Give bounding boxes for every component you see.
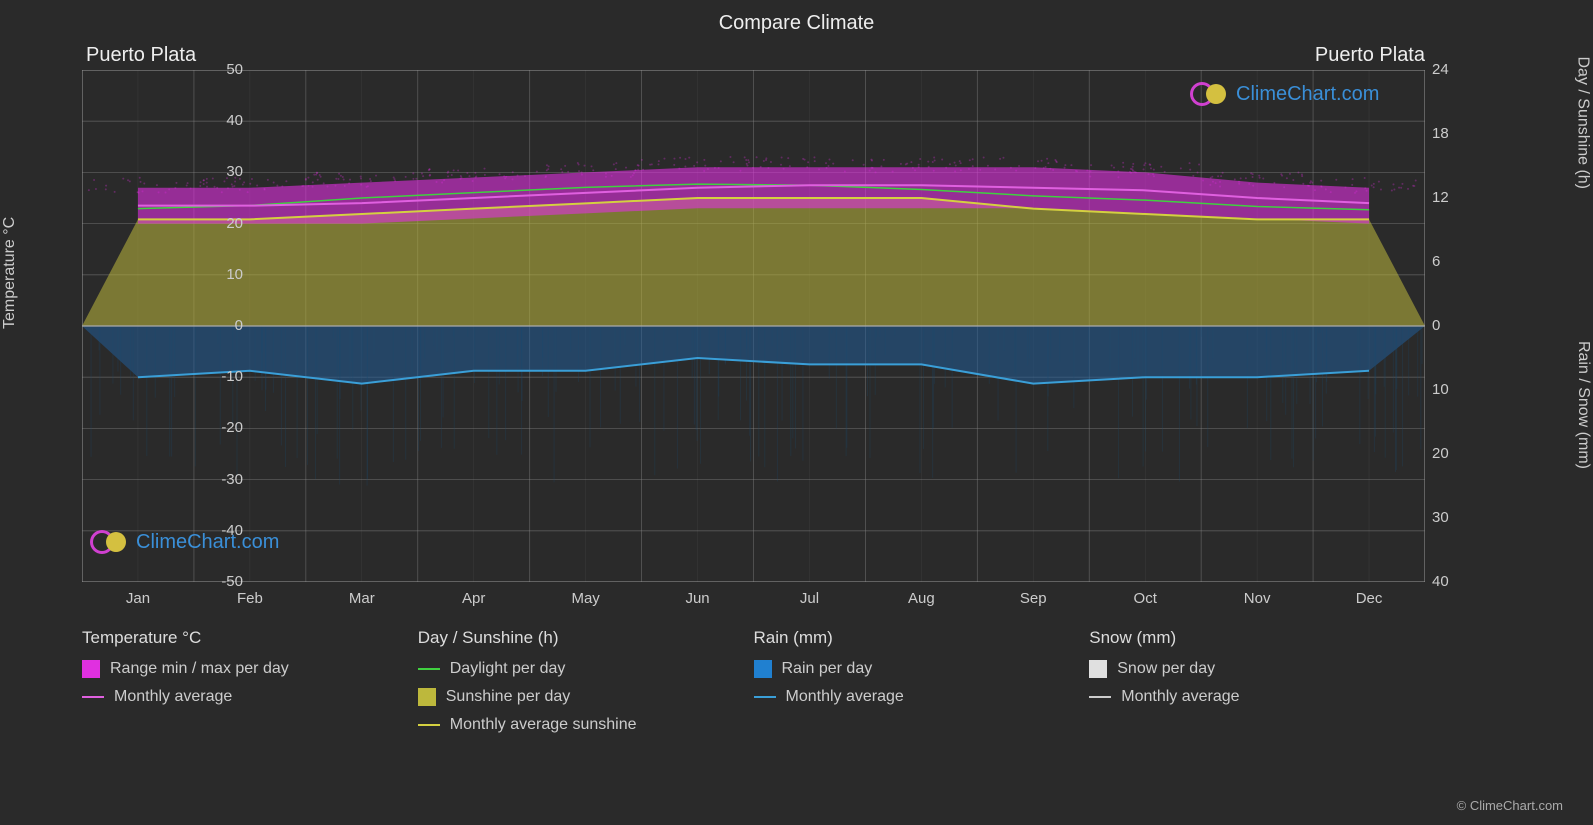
y-tick-left: 50 (203, 61, 243, 78)
watermark-text: ClimeChart.com (136, 531, 279, 554)
climechart-logo-icon (1190, 82, 1230, 106)
legend: Temperature °C Range min / max per day Mon… (82, 628, 1425, 744)
legend-label: Monthly average (786, 688, 904, 706)
legend-item: Range min / max per day (82, 660, 398, 678)
y-tick-left: 20 (203, 215, 243, 232)
y-tick-left: -50 (203, 573, 243, 590)
x-tick-month: Nov (1227, 590, 1287, 607)
y-tick-left: -30 (203, 471, 243, 488)
legend-item: Monthly average (1089, 688, 1405, 706)
y-tick-right-top: 18 (1432, 125, 1472, 142)
legend-label: Snow per day (1117, 660, 1215, 678)
legend-swatch (754, 660, 772, 678)
legend-group: Temperature °C Range min / max per day Mon… (82, 628, 418, 744)
legend-label: Monthly average (1121, 688, 1239, 706)
legend-item: Monthly average (754, 688, 1070, 706)
legend-header: Day / Sunshine (h) (418, 628, 734, 648)
y-tick-right-bottom: 20 (1432, 445, 1472, 462)
x-tick-month: Apr (444, 590, 504, 607)
legend-label: Rain per day (782, 660, 873, 678)
x-tick-month: Feb (220, 590, 280, 607)
x-tick-month: Jun (668, 590, 728, 607)
y-tick-left: -10 (203, 368, 243, 385)
legend-swatch (82, 696, 104, 698)
legend-swatch (418, 688, 436, 706)
y-axis-right-top-label: Day / Sunshine (h) (1574, 56, 1592, 189)
y-tick-right-top: 12 (1432, 189, 1472, 206)
x-tick-month: May (556, 590, 616, 607)
watermark-top-right: ClimeChart.com (1190, 82, 1379, 106)
x-tick-month: Sep (1003, 590, 1063, 607)
y-tick-right-top: 24 (1432, 61, 1472, 78)
y-tick-left: 40 (203, 112, 243, 129)
chart-plot-area (82, 70, 1425, 582)
legend-swatch (1089, 696, 1111, 698)
legend-group: Day / Sunshine (h) Daylight per day Sunshi… (418, 628, 754, 744)
legend-header: Rain (mm) (754, 628, 1070, 648)
legend-label: Daylight per day (450, 660, 566, 678)
watermark-text: ClimeChart.com (1236, 83, 1379, 106)
legend-swatch (418, 668, 440, 670)
x-tick-month: Aug (891, 590, 951, 607)
copyright-text: © ClimeChart.com (1457, 798, 1563, 813)
legend-item: Rain per day (754, 660, 1070, 678)
y-tick-right-bottom: 30 (1432, 509, 1472, 526)
chart-svg (82, 70, 1425, 582)
y-tick-left: 0 (203, 317, 243, 334)
y-tick-left: 30 (203, 163, 243, 180)
legend-item: Snow per day (1089, 660, 1405, 678)
y-tick-right-bottom: 40 (1432, 573, 1472, 590)
legend-swatch (418, 724, 440, 726)
x-tick-month: Oct (1115, 590, 1175, 607)
climechart-logo-icon (90, 530, 130, 554)
x-tick-month: Jan (108, 590, 168, 607)
y-tick-left: 10 (203, 266, 243, 283)
legend-item: Daylight per day (418, 660, 734, 678)
legend-item: Sunshine per day (418, 688, 734, 706)
chart-title: Compare Climate (0, 0, 1593, 35)
legend-group: Snow (mm) Snow per day Monthly average (1089, 628, 1425, 744)
legend-header: Snow (mm) (1089, 628, 1405, 648)
x-tick-month: Dec (1339, 590, 1399, 607)
legend-item: Monthly average (82, 688, 398, 706)
location-label-right: Puerto Plata (1315, 44, 1425, 67)
y-tick-left: -20 (203, 419, 243, 436)
legend-item: Monthly average sunshine (418, 716, 734, 734)
x-tick-month: Jul (779, 590, 839, 607)
legend-label: Range min / max per day (110, 660, 289, 678)
legend-group: Rain (mm) Rain per day Monthly average (754, 628, 1090, 744)
x-tick-month: Mar (332, 590, 392, 607)
legend-label: Sunshine per day (446, 688, 571, 706)
y-tick-right-bottom: 10 (1432, 381, 1472, 398)
y-axis-right-bottom-label: Rain / Snow (mm) (1574, 341, 1592, 469)
legend-swatch (82, 660, 100, 678)
watermark-bottom-left: ClimeChart.com (90, 530, 279, 554)
y-axis-left-label: Temperature °C (1, 217, 19, 329)
y-tick-right-top: 0 (1432, 317, 1472, 334)
location-label-left: Puerto Plata (86, 44, 196, 67)
legend-header: Temperature °C (82, 628, 398, 648)
legend-label: Monthly average sunshine (450, 716, 637, 734)
legend-label: Monthly average (114, 688, 232, 706)
legend-swatch (1089, 660, 1107, 678)
legend-swatch (754, 696, 776, 698)
y-tick-right-top: 6 (1432, 253, 1472, 270)
